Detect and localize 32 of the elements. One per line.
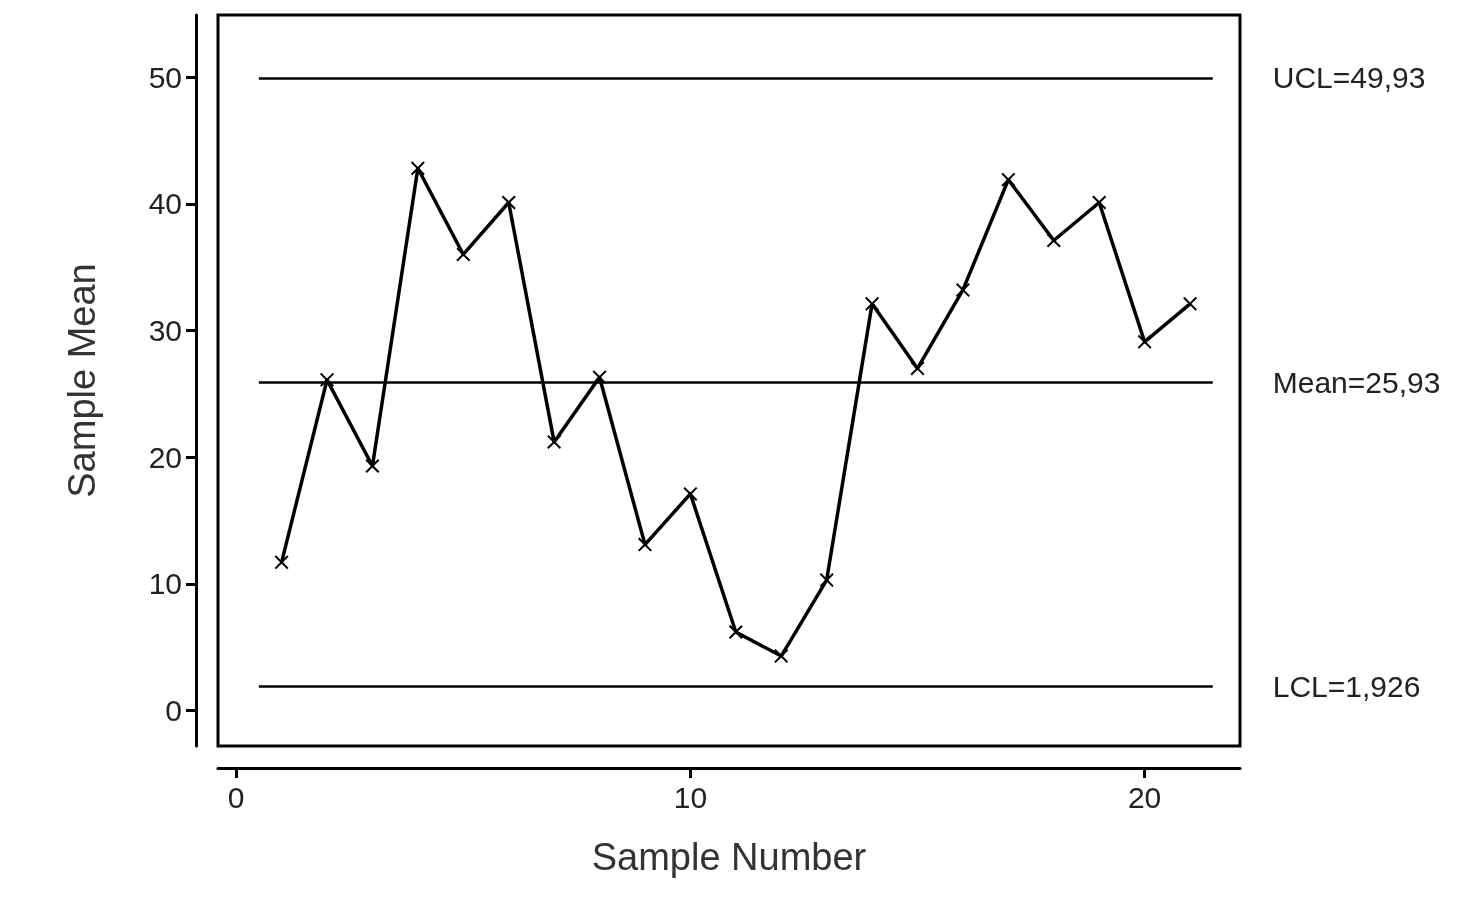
point [774, 649, 789, 664]
point [728, 624, 743, 639]
point [274, 555, 289, 570]
point [683, 486, 698, 501]
y-tick-label: 30 [148, 313, 182, 347]
point [955, 282, 970, 297]
x-tick-label: 0 [227, 780, 245, 814]
y-tick-label: 0 [165, 694, 182, 728]
y-axis-title: Sample Mean [61, 263, 103, 498]
ref-line-label: LCL=1,926 [1272, 669, 1421, 703]
point [1092, 195, 1107, 210]
point [547, 434, 562, 449]
point [865, 296, 880, 311]
y-tick-label: 40 [148, 187, 182, 221]
y-tick-label: 50 [148, 60, 182, 94]
point [1183, 296, 1198, 311]
x-axis-title: Sample Number [591, 836, 867, 878]
point [456, 247, 471, 262]
y-tick-label: 20 [148, 440, 182, 474]
point [910, 361, 925, 376]
point [819, 573, 834, 588]
y-tick-label: 10 [148, 567, 182, 601]
point [1137, 334, 1152, 349]
point [501, 195, 516, 210]
x-tick-label: 10 [673, 780, 708, 814]
point [1001, 172, 1016, 187]
point [1046, 233, 1061, 248]
x-tick-label: 20 [1127, 780, 1162, 814]
ref-line-label: UCL=49,93 [1272, 61, 1426, 95]
ref-line-label: Mean=25,93 [1272, 365, 1441, 399]
point [410, 161, 425, 176]
point [637, 537, 652, 552]
